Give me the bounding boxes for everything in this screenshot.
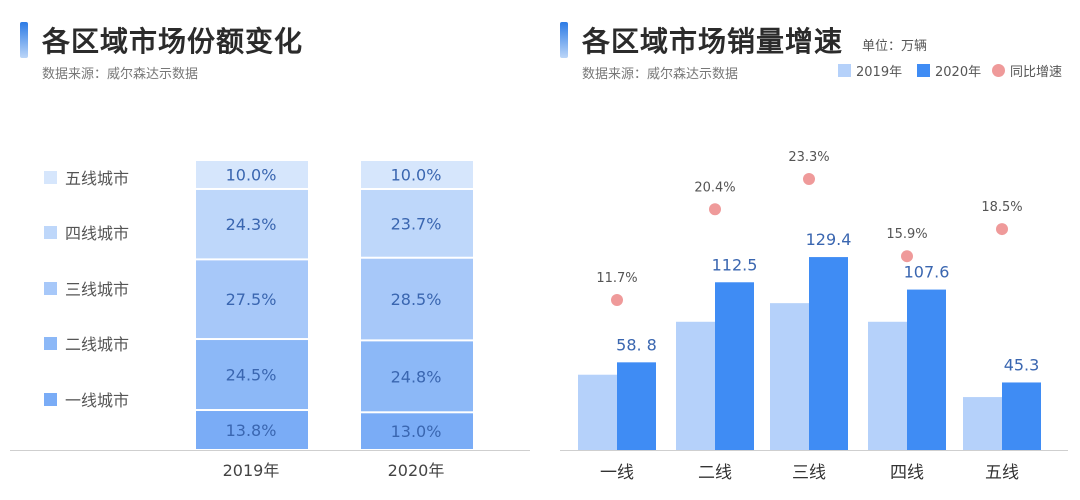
- stacked-bar-segment: [361, 161, 473, 188]
- growth-dot: [709, 203, 721, 216]
- market-share-panel: 各区域市场份额变化 数据来源：威尔森达示数据 五线城市四线城市三线城市二线城市一…: [10, 22, 530, 480]
- market-share-source: 数据来源：威尔森达示数据: [42, 67, 199, 82]
- growth-dot: [901, 250, 913, 263]
- segment-value-label: 10.0%: [226, 165, 277, 184]
- bar-value-label: 45.3: [1004, 355, 1040, 374]
- segment-value-label: 24.5%: [226, 366, 277, 385]
- legend-label: 2019年: [856, 65, 903, 80]
- legend-item: 2019年: [838, 61, 902, 80]
- segment-value-label: 27.5%: [226, 290, 277, 309]
- bar-2019: [963, 397, 1002, 450]
- segment-value-label: 24.3%: [226, 215, 277, 234]
- bar-2019: [868, 321, 907, 450]
- legend-label: 三线城市: [65, 280, 130, 299]
- unit-label: 单位：万辆: [862, 39, 928, 54]
- sales-growth-title: 各区域市场销量增速: [582, 25, 844, 58]
- stacked-bar-segment: [196, 260, 308, 339]
- legend-swatch: [44, 336, 57, 350]
- bar-2020: [907, 289, 946, 450]
- legend-item: 一线城市: [44, 387, 129, 411]
- growth-value-label: 20.4%: [694, 180, 735, 195]
- bar-value-label: 58. 8: [616, 335, 657, 354]
- legend-item: 三线城市: [44, 276, 129, 300]
- legend-dot: [992, 64, 1005, 77]
- segment-value-label: 13.0%: [391, 422, 442, 441]
- legend-swatch: [917, 64, 930, 77]
- bar-value-label: 129.4: [806, 230, 852, 249]
- growth-value-label: 18.5%: [981, 200, 1022, 215]
- bar-2019: [578, 374, 617, 450]
- legend-label: 一线城市: [65, 391, 130, 410]
- bar-2019: [770, 303, 809, 450]
- bar-value-label: 107.6: [904, 263, 950, 282]
- stacked-bar-segment: [361, 190, 473, 257]
- legend-swatch: [44, 170, 57, 184]
- bar-2020: [809, 257, 848, 450]
- legend-label: 2020年: [935, 65, 982, 80]
- stacked-bar-segment: [196, 161, 308, 188]
- stacked-bar-segment: [196, 189, 308, 259]
- legend-swatch: [44, 225, 57, 239]
- legend-item: 2020年: [917, 61, 981, 80]
- stacked-bar-segment: [196, 411, 308, 449]
- legend-item: 四线城市: [44, 220, 129, 244]
- growth-value-label: 15.9%: [886, 227, 927, 242]
- stacked-bar-segment: [361, 413, 473, 449]
- segment-value-label: 23.7%: [391, 214, 442, 233]
- title-accent-bar: [560, 22, 568, 58]
- bar-2020: [617, 362, 656, 450]
- legend-swatch: [838, 64, 851, 77]
- bar-2019: [676, 321, 715, 450]
- bar-2020: [715, 282, 754, 450]
- growth-dot: [996, 223, 1008, 236]
- market-share-chart: 13.8% 24.5% 27.5% 24.3% 10.0% 2019年 13.0% 24.8%…: [10, 161, 530, 480]
- market-share-title: 各区域市场份额变化: [42, 25, 304, 58]
- legend-label: 二线城市: [65, 335, 130, 354]
- x-tick-label: 二线: [698, 463, 732, 483]
- segment-value-label: 13.8%: [226, 421, 277, 440]
- title-accent-bar: [20, 22, 28, 58]
- bar-2020: [1002, 382, 1041, 450]
- growth-value-label: 11.7%: [596, 271, 637, 286]
- segment-value-label: 24.8%: [391, 367, 442, 386]
- bar-value-label: 112.5: [712, 255, 758, 274]
- growth-dot: [803, 173, 815, 185]
- growth-value-label: 23.3%: [788, 150, 829, 165]
- stacked-bar-segment: [361, 341, 473, 412]
- segment-value-label: 28.5%: [391, 290, 442, 309]
- legend-item: 二线城市: [44, 331, 129, 355]
- stacked-bar-segment: [361, 258, 473, 340]
- sales-growth-source: 数据来源：威尔森达示数据: [582, 67, 739, 82]
- legend-item: 同比增速: [992, 61, 1062, 80]
- sales-growth-panel: 各区域市场销量增速 单位：万辆 数据来源：威尔森达示数据 2019年 2020年 同…: [540, 0, 1080, 500]
- legend-swatch: [44, 281, 57, 295]
- x-tick-label: 一线: [600, 463, 634, 483]
- x-tick-label: 四线: [890, 463, 924, 483]
- legend-item: 五线城市: [44, 165, 129, 189]
- legend-label: 同比增速: [1010, 65, 1063, 80]
- sales-growth-chart: 58. 8 11.7% 一线 112.5 20.4% 二线 129.4 23.3% 三线 107.…: [560, 150, 1068, 483]
- x-tick-label: 三线: [792, 463, 826, 483]
- x-tick-label: 五线: [985, 463, 1019, 483]
- segment-value-label: 10.0%: [391, 166, 442, 185]
- growth-dot: [611, 294, 623, 306]
- legend-label: 四线城市: [65, 224, 130, 243]
- x-tick-label: 2019年: [223, 461, 280, 480]
- stacked-bar-segment: [196, 340, 308, 410]
- x-tick-label: 2020年: [388, 461, 445, 480]
- legend-swatch: [44, 392, 57, 406]
- legend-label: 五线城市: [65, 169, 130, 188]
